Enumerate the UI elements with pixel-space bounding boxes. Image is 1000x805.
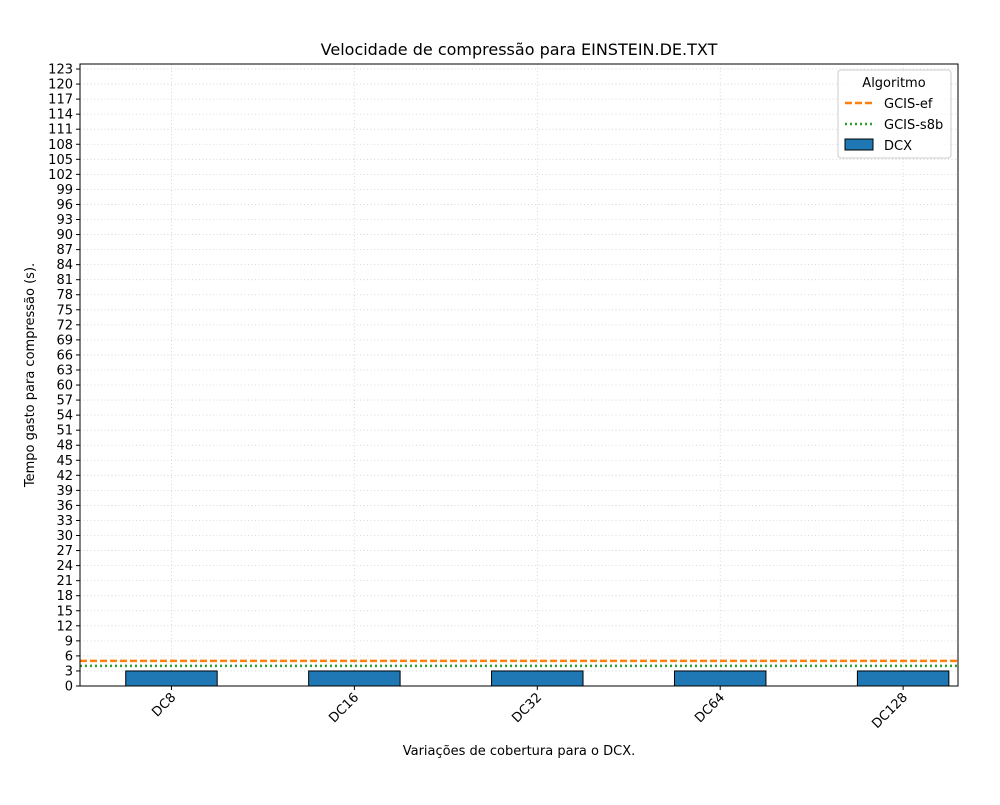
y-tick-label: 72	[56, 318, 73, 333]
y-tick-label: 81	[56, 273, 73, 288]
y-tick-label: 60	[56, 379, 73, 394]
x-axis-label: Variações de cobertura para o DCX.	[403, 744, 636, 759]
bar-dcx-dc64	[673, 670, 767, 687]
y-tick-label: 78	[56, 288, 73, 303]
y-tick-label: 93	[56, 213, 73, 228]
y-tick-label: 6	[65, 649, 73, 664]
y-tick-label: 84	[56, 258, 73, 273]
y-tick-label: 51	[56, 424, 73, 439]
y-tick-label: 123	[48, 63, 73, 78]
legend-title: Algoritmo	[862, 76, 925, 91]
y-tick-label: 105	[48, 153, 73, 168]
y-axis: 0369121518212427303336394245485154576063…	[48, 63, 80, 695]
y-tick-label: 111	[48, 123, 73, 138]
plot-frame	[79, 63, 959, 687]
y-tick-label: 48	[56, 439, 73, 454]
y-tick-label: 18	[56, 589, 73, 604]
y-tick-label: 9	[65, 634, 73, 649]
y-tick-label: 57	[56, 394, 73, 409]
legend-label-gcis-ef: GCIS-ef	[884, 97, 933, 112]
y-tick-label: 3	[65, 664, 73, 679]
bar-dcx-dc32	[491, 670, 584, 687]
y-tick-label: 30	[56, 529, 73, 544]
y-tick-label: 96	[56, 198, 73, 213]
bar-dcx-dc128	[856, 670, 950, 687]
y-tick-label: 12	[56, 619, 73, 634]
y-tick-label: 114	[48, 108, 73, 123]
y-tick-label: 42	[56, 469, 73, 484]
y-tick-label: 99	[56, 183, 73, 198]
y-tick-label: 90	[56, 228, 73, 243]
y-tick-label: 108	[48, 138, 73, 153]
y-tick-label: 21	[56, 574, 73, 589]
legend-label-dcx: DCX	[884, 139, 912, 154]
y-tick-label: 45	[56, 454, 73, 469]
legend: Algoritmo GCIS-ef GCIS-s8b DCX	[837, 69, 952, 159]
y-tick-label: 36	[56, 499, 73, 514]
grid	[80, 64, 958, 687]
reference-lines	[80, 659, 958, 668]
y-tick-label: 54	[56, 409, 73, 424]
y-tick-label: 120	[48, 78, 73, 93]
y-tick-label: 117	[48, 93, 73, 108]
legend-swatch-dcx	[844, 138, 874, 151]
legend-label-gcis-s8b: GCIS-s8b	[884, 118, 943, 133]
y-tick-label: 87	[56, 243, 73, 258]
y-tick-label: 69	[56, 333, 73, 348]
y-tick-label: 0	[65, 680, 73, 695]
y-tick-label: 15	[56, 604, 73, 619]
bar-dcx-dc8	[125, 670, 218, 687]
y-tick-label: 24	[56, 559, 73, 574]
y-tick-label: 63	[56, 363, 73, 378]
y-tick-label: 75	[56, 303, 73, 318]
y-tick-label: 27	[56, 544, 73, 559]
y-tick-label: 66	[56, 348, 73, 363]
y-tick-label: 102	[48, 168, 73, 183]
y-axis-label: Tempo gasto para compressão (s).	[23, 263, 38, 488]
y-tick-label: 39	[56, 484, 73, 499]
chart-title: Velocidade de compressão para EINSTEIN.D…	[321, 40, 718, 59]
bar-dcx-dc16	[308, 670, 401, 687]
y-tick-label: 33	[56, 514, 73, 529]
legend-box	[837, 69, 952, 159]
